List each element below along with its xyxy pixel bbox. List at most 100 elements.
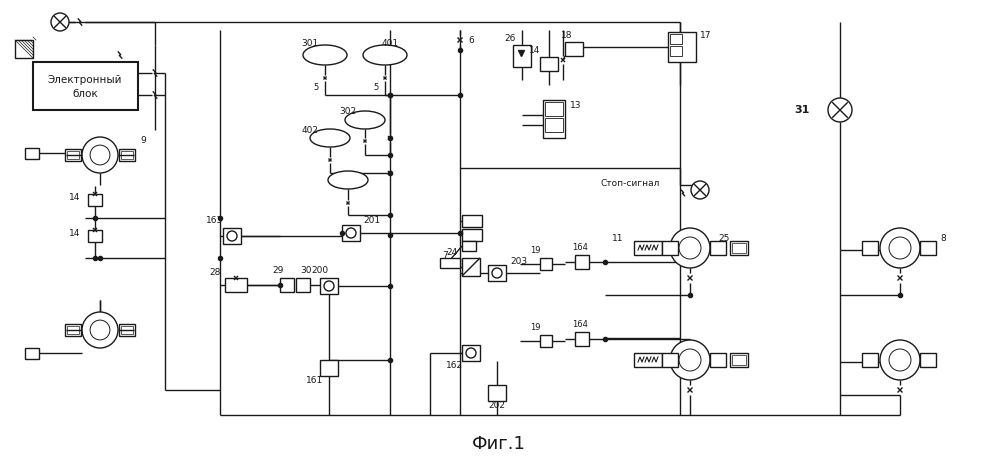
Bar — [320, 360, 338, 376]
Text: 401: 401 — [381, 39, 398, 47]
Circle shape — [691, 181, 709, 199]
Bar — [440, 258, 460, 268]
Circle shape — [346, 228, 356, 238]
Bar — [730, 353, 748, 367]
Bar — [296, 278, 310, 292]
Bar — [15, 40, 33, 58]
Text: 164: 164 — [572, 319, 588, 329]
Text: 26: 26 — [504, 34, 516, 43]
Text: 25: 25 — [718, 234, 730, 242]
Bar — [280, 278, 294, 292]
Text: 7: 7 — [442, 251, 448, 259]
Bar — [670, 34, 682, 44]
Circle shape — [90, 320, 110, 340]
Circle shape — [670, 228, 710, 268]
Bar — [65, 324, 81, 336]
Bar — [462, 241, 476, 251]
Circle shape — [492, 268, 502, 278]
Bar — [25, 148, 39, 159]
Bar — [662, 353, 678, 367]
Text: 161: 161 — [306, 375, 323, 385]
Circle shape — [466, 348, 476, 358]
Circle shape — [889, 349, 911, 371]
Bar — [920, 353, 936, 367]
Text: 13: 13 — [570, 101, 582, 110]
Text: 164: 164 — [572, 242, 588, 252]
Bar — [121, 326, 133, 334]
Text: 14: 14 — [69, 192, 81, 202]
Circle shape — [679, 349, 701, 371]
Circle shape — [227, 231, 237, 241]
Bar — [121, 151, 133, 159]
Bar — [119, 149, 135, 161]
Text: 31: 31 — [794, 105, 810, 115]
Bar — [88, 230, 102, 242]
Bar — [670, 46, 682, 56]
Circle shape — [828, 98, 852, 122]
Bar — [225, 278, 247, 292]
Text: 8: 8 — [940, 234, 946, 242]
Text: 9: 9 — [140, 135, 146, 145]
Text: 201: 201 — [363, 215, 380, 224]
Bar — [25, 348, 39, 359]
Bar — [540, 258, 552, 270]
Bar — [65, 149, 81, 161]
Bar — [513, 45, 531, 67]
Text: Электронный: Электронный — [48, 75, 122, 85]
Bar — [320, 278, 338, 294]
Bar — [33, 62, 138, 110]
Text: Фиг.1: Фиг.1 — [472, 435, 526, 453]
Text: Стоп-сигнал: Стоп-сигнал — [601, 179, 660, 187]
Bar — [575, 332, 589, 346]
Circle shape — [679, 237, 701, 259]
Text: 302: 302 — [339, 106, 356, 116]
Circle shape — [880, 228, 920, 268]
Bar — [462, 229, 482, 241]
Text: 19: 19 — [530, 323, 540, 331]
Ellipse shape — [310, 129, 350, 147]
Bar — [462, 215, 482, 227]
Bar — [223, 228, 241, 244]
Bar — [575, 255, 589, 269]
Bar — [710, 353, 726, 367]
Bar — [732, 243, 746, 253]
Text: 203: 203 — [510, 257, 527, 265]
Text: 402: 402 — [301, 125, 318, 134]
Ellipse shape — [345, 111, 385, 129]
Text: 202: 202 — [488, 401, 506, 409]
Ellipse shape — [328, 171, 368, 189]
Ellipse shape — [363, 45, 407, 65]
Bar — [732, 355, 746, 365]
Text: 28: 28 — [210, 268, 221, 276]
Bar — [862, 353, 878, 367]
Bar — [342, 225, 360, 241]
Text: 5: 5 — [313, 83, 318, 91]
Text: 200: 200 — [311, 265, 328, 274]
Text: 162: 162 — [446, 360, 463, 369]
Bar — [543, 100, 565, 138]
Bar — [634, 353, 662, 367]
Bar — [88, 194, 102, 206]
Bar — [662, 241, 678, 255]
Circle shape — [324, 281, 334, 291]
Bar — [540, 335, 552, 347]
Bar — [67, 151, 79, 159]
Circle shape — [82, 137, 118, 173]
Bar — [67, 326, 79, 334]
Text: 29: 29 — [272, 265, 283, 274]
Text: 17: 17 — [700, 30, 712, 39]
Bar — [710, 241, 726, 255]
Bar — [634, 241, 662, 255]
Bar — [488, 385, 506, 401]
Circle shape — [889, 237, 911, 259]
Text: 11: 11 — [612, 234, 624, 242]
Text: блок: блок — [72, 89, 98, 99]
Text: 14: 14 — [69, 229, 81, 237]
Bar — [668, 32, 696, 62]
Circle shape — [880, 340, 920, 380]
Text: 6: 6 — [468, 35, 474, 45]
Circle shape — [51, 13, 69, 31]
Bar — [565, 42, 583, 56]
Text: 5: 5 — [373, 83, 378, 91]
Circle shape — [82, 312, 118, 348]
